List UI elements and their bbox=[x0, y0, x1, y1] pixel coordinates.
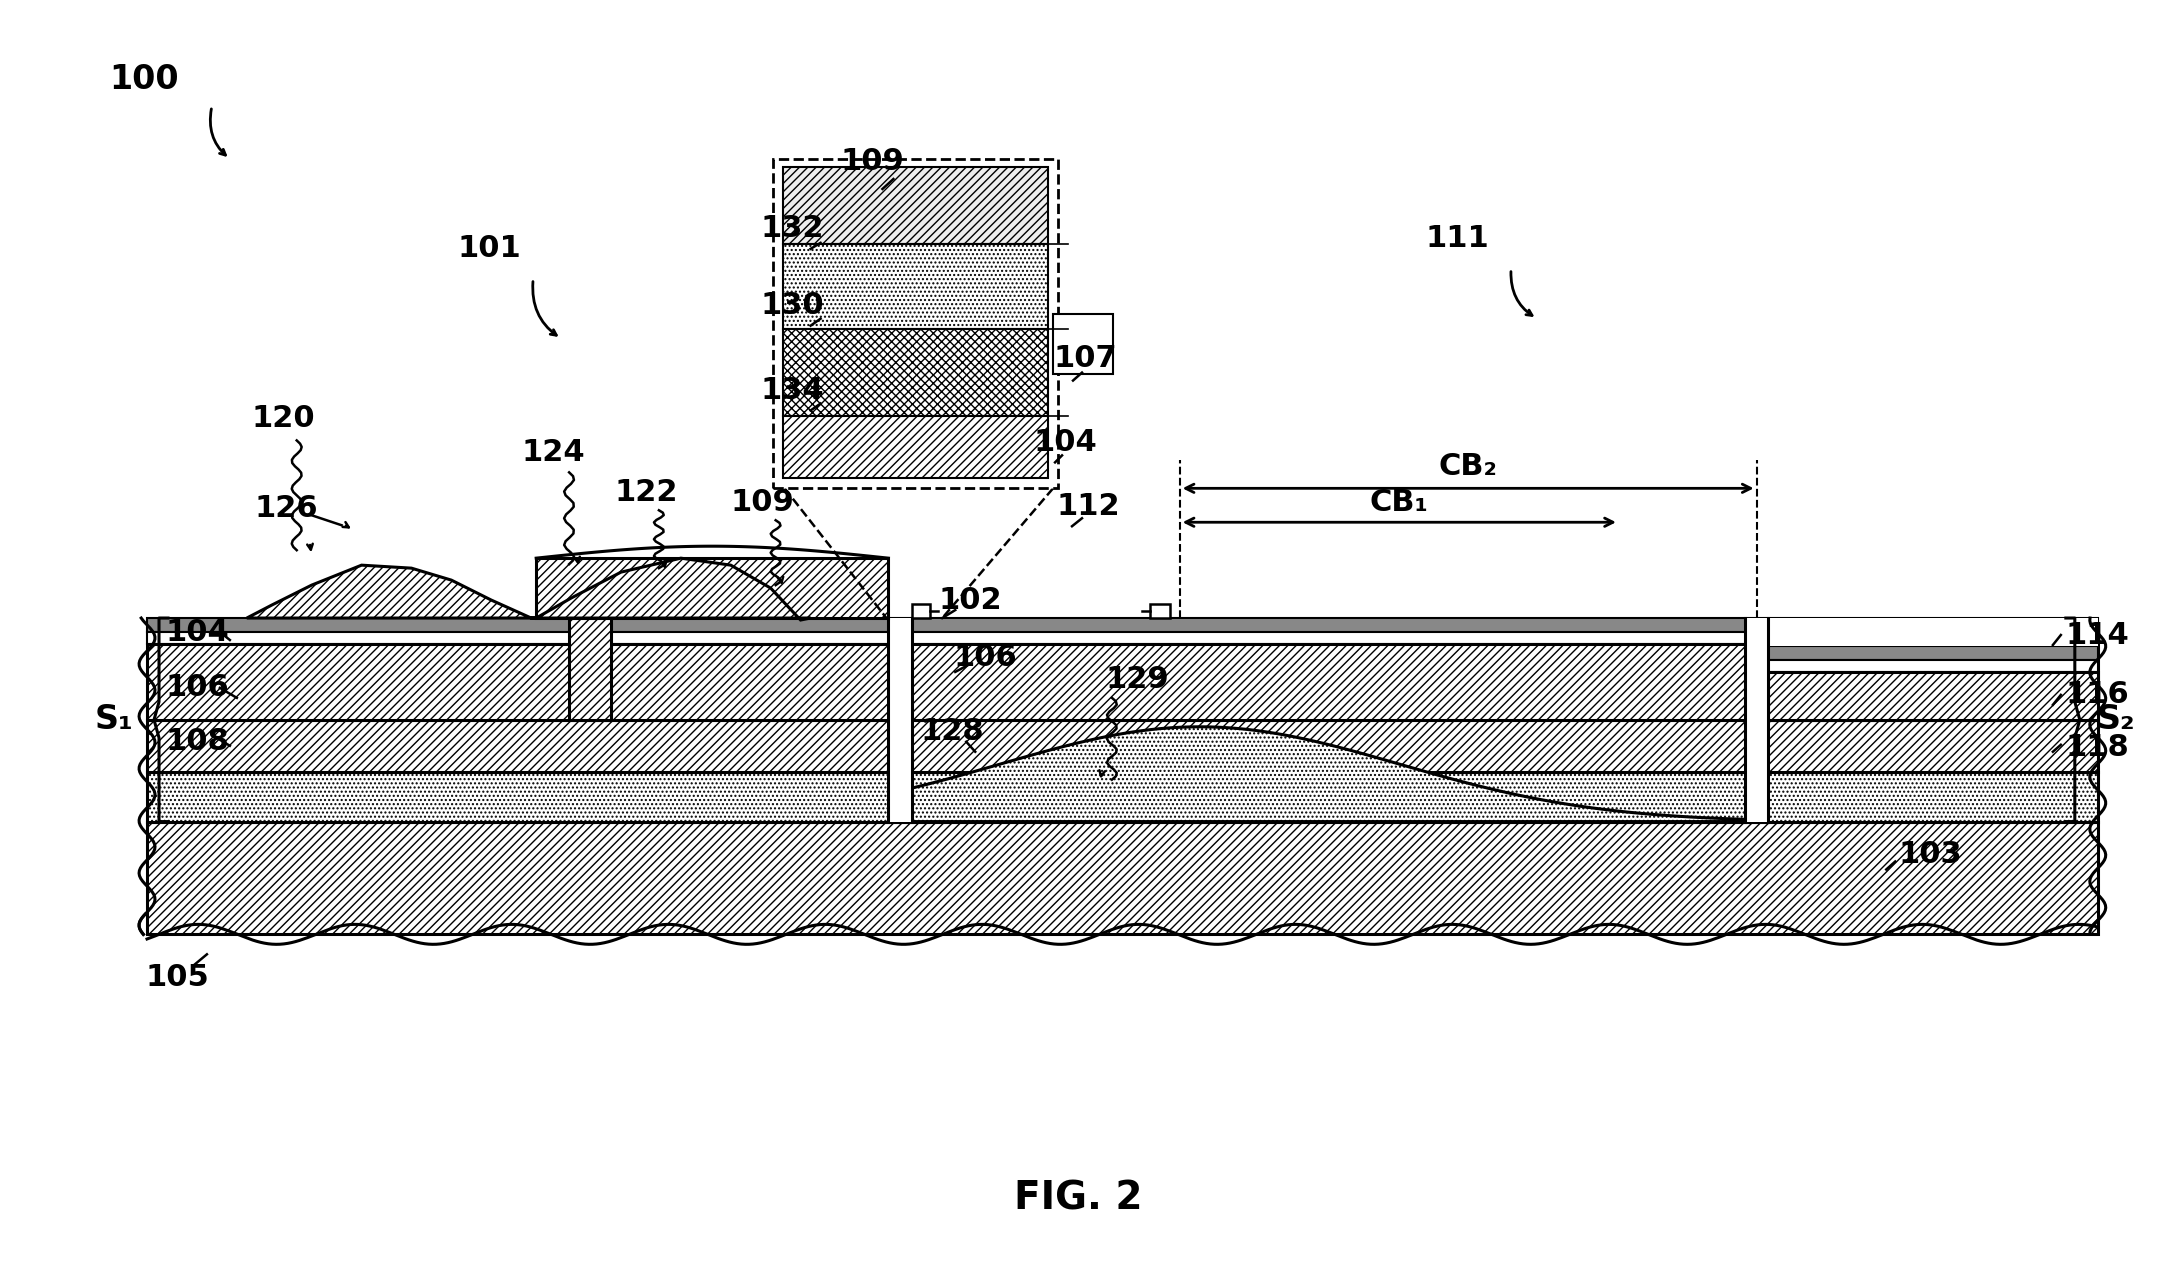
Bar bbox=[1769, 646, 2099, 660]
Text: 124: 124 bbox=[522, 438, 585, 466]
Text: 116: 116 bbox=[2066, 680, 2129, 709]
Bar bbox=[783, 329, 1048, 417]
Text: 122: 122 bbox=[615, 478, 677, 507]
Text: 114: 114 bbox=[2066, 620, 2129, 649]
Text: 104: 104 bbox=[1033, 428, 1098, 456]
Bar bbox=[147, 644, 2099, 719]
Text: 109: 109 bbox=[841, 146, 904, 175]
Text: 107: 107 bbox=[1053, 344, 1117, 374]
Bar bbox=[889, 618, 912, 821]
Bar bbox=[1150, 604, 1169, 618]
Text: 126: 126 bbox=[255, 493, 319, 522]
Bar bbox=[1053, 314, 1113, 374]
Bar bbox=[1769, 660, 2099, 672]
Text: 102: 102 bbox=[938, 586, 1003, 615]
Polygon shape bbox=[537, 558, 811, 620]
Text: 106: 106 bbox=[953, 643, 1018, 672]
Bar bbox=[147, 618, 2099, 632]
Text: 111: 111 bbox=[1426, 225, 1488, 253]
Text: 109: 109 bbox=[731, 488, 794, 517]
Text: 106: 106 bbox=[166, 674, 229, 703]
Polygon shape bbox=[912, 727, 1745, 821]
Bar bbox=[1745, 618, 1769, 821]
Bar bbox=[772, 159, 1059, 488]
Text: CB₂: CB₂ bbox=[1439, 452, 1497, 480]
Bar bbox=[569, 618, 610, 719]
Text: 118: 118 bbox=[2066, 733, 2129, 763]
Text: 128: 128 bbox=[921, 717, 984, 746]
Bar bbox=[147, 719, 2099, 771]
Text: 105: 105 bbox=[145, 962, 209, 991]
Text: 129: 129 bbox=[1107, 666, 1169, 694]
Bar bbox=[1769, 672, 2099, 719]
Text: 104: 104 bbox=[166, 618, 229, 647]
Bar bbox=[537, 558, 889, 618]
Text: 130: 130 bbox=[761, 291, 824, 320]
Bar bbox=[1769, 618, 2099, 646]
Text: 108: 108 bbox=[166, 727, 229, 756]
Text: S₁: S₁ bbox=[95, 703, 134, 736]
Bar bbox=[147, 632, 2099, 644]
Text: 120: 120 bbox=[252, 404, 315, 433]
Bar bbox=[783, 244, 1048, 329]
Bar bbox=[147, 821, 2099, 934]
Text: 100: 100 bbox=[110, 62, 179, 95]
Text: 103: 103 bbox=[1898, 840, 1963, 869]
Bar bbox=[147, 771, 2099, 821]
Text: CB₁: CB₁ bbox=[1370, 488, 1428, 517]
Polygon shape bbox=[246, 566, 541, 618]
Text: 112: 112 bbox=[1057, 492, 1119, 521]
Text: 101: 101 bbox=[457, 234, 522, 263]
Text: 132: 132 bbox=[761, 215, 824, 243]
Text: FIG. 2: FIG. 2 bbox=[1014, 1179, 1143, 1218]
Bar bbox=[783, 167, 1048, 244]
Text: 134: 134 bbox=[761, 376, 824, 405]
Text: S₂: S₂ bbox=[2097, 703, 2135, 736]
Bar bbox=[783, 417, 1048, 478]
Bar bbox=[912, 604, 930, 618]
